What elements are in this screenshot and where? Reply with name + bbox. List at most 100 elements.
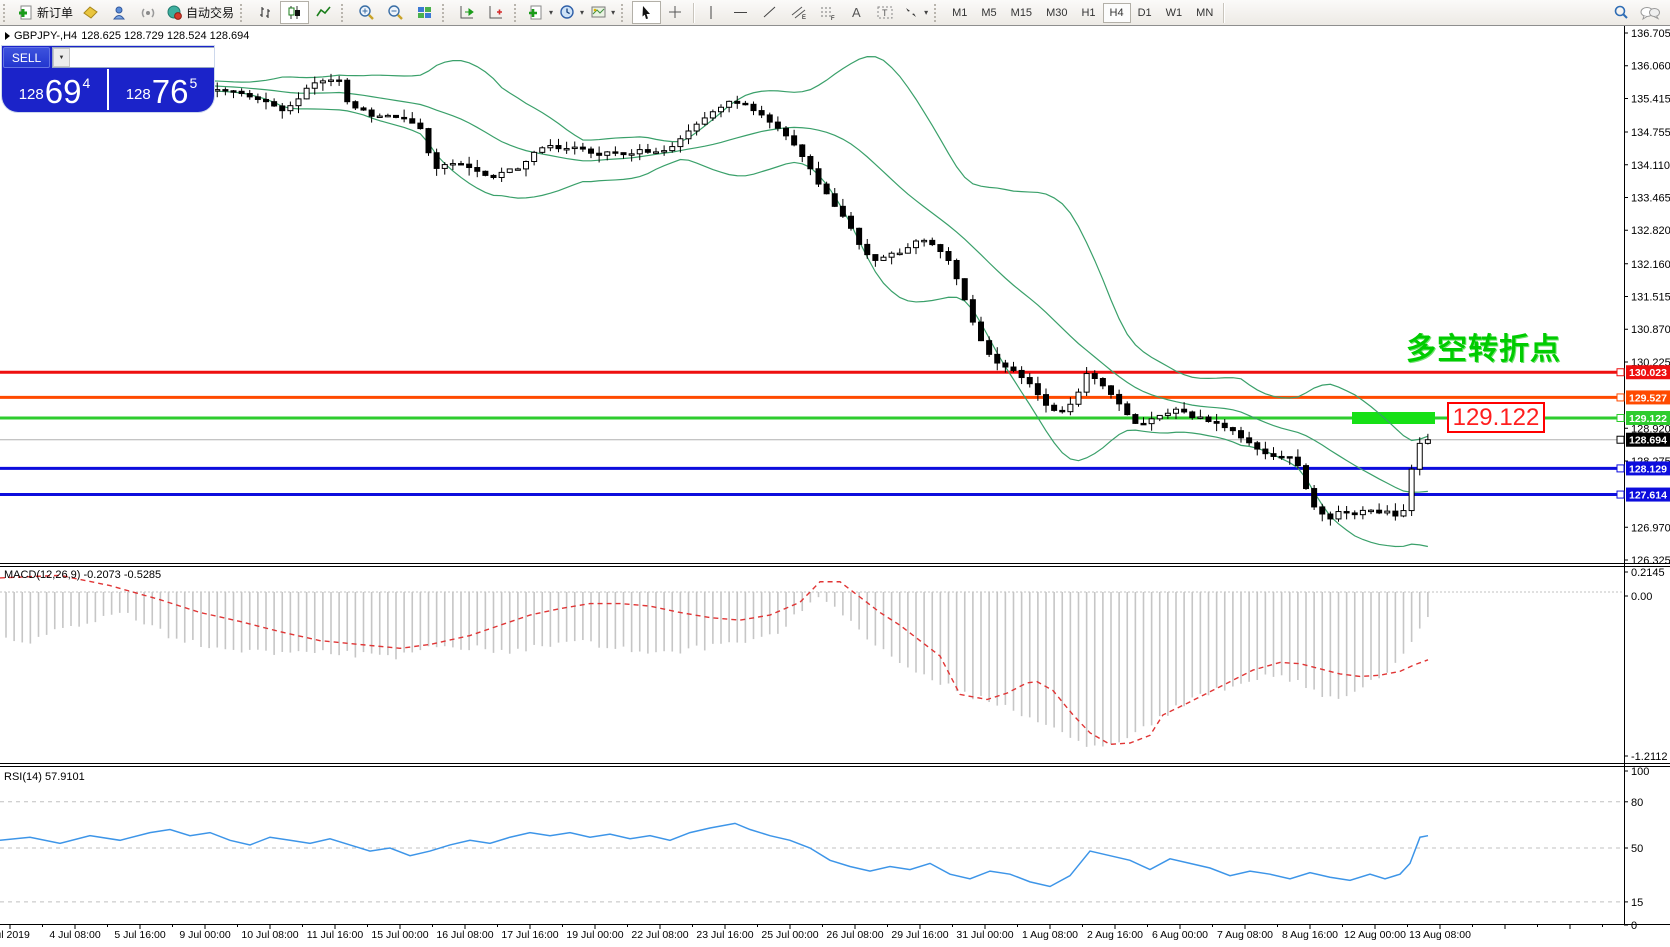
- sell-price[interactable]: 128 69 4: [2, 69, 109, 110]
- chart-shift-button[interactable]: [482, 1, 511, 24]
- price-tick-label: 133.465: [1631, 192, 1670, 204]
- templates-button[interactable]: ▾: [587, 1, 618, 24]
- sell-button[interactable]: SELL: [3, 47, 50, 68]
- toolbar-grip[interactable]: [621, 3, 628, 22]
- candle: [1181, 408, 1188, 413]
- time-tick-label: 5 Jul 16:00: [114, 929, 166, 941]
- autotrading-button[interactable]: 自动交易: [163, 1, 237, 24]
- timeframe-h4[interactable]: H4: [1102, 2, 1131, 23]
- timeframe-mn[interactable]: MN: [1196, 6, 1214, 19]
- candle: [1416, 442, 1423, 470]
- trendline-icon: [763, 6, 776, 18]
- auto-scroll-button[interactable]: [453, 1, 482, 24]
- indicators-button[interactable]: ▾: [525, 1, 556, 24]
- candle: [1108, 385, 1114, 395]
- charts-button[interactable]: [76, 1, 105, 24]
- candle: [1018, 369, 1025, 379]
- equidistant-channel-button[interactable]: E: [784, 1, 813, 24]
- candle: [994, 353, 1001, 364]
- candle: [1010, 366, 1017, 371]
- time-tick-label: 22 Jul 08:00: [631, 929, 688, 941]
- bar-chart-button[interactable]: [251, 1, 280, 24]
- toolbar-grip[interactable]: [3, 3, 10, 22]
- community-chat-button[interactable]: [1635, 1, 1664, 24]
- periods-button[interactable]: ▾: [556, 1, 587, 24]
- text-label-button[interactable]: T: [871, 1, 900, 24]
- candle: [888, 252, 895, 258]
- candle: [1189, 411, 1196, 419]
- candle: [1140, 422, 1147, 426]
- rsi-label: RSI(14) 57.9101: [4, 771, 85, 783]
- timeframe-d1[interactable]: D1: [1137, 6, 1152, 19]
- buy-price[interactable]: 128 76 5: [109, 69, 214, 110]
- bold-trendline-segment[interactable]: [1352, 411, 1435, 424]
- crosshair-button[interactable]: [661, 1, 690, 24]
- search-button[interactable]: [1606, 1, 1635, 24]
- candle: [1351, 512, 1358, 516]
- cursor-button[interactable]: [632, 1, 662, 24]
- toolbar-grip[interactable]: [442, 3, 449, 22]
- candle: [458, 163, 464, 166]
- toolbar-grip[interactable]: [514, 3, 521, 22]
- candle: [1221, 422, 1228, 429]
- time-axis[interactable]: [0, 924, 1624, 947]
- symbol-name: GBPJPY-,H4: [14, 30, 78, 42]
- timeframe-m1[interactable]: M1: [952, 6, 968, 19]
- signal-icon: [141, 8, 155, 18]
- candle: [1359, 509, 1366, 516]
- price-tick-label: 134.755: [1631, 127, 1670, 139]
- time-tick-label: 4 Jul 08:00: [49, 929, 101, 941]
- candle: [709, 111, 716, 119]
- line-handle[interactable]: [1616, 464, 1625, 473]
- price-axis[interactable]: [1624, 26, 1670, 924]
- arrows-button[interactable]: ▾: [900, 1, 931, 24]
- line-handle[interactable]: [1616, 435, 1625, 444]
- axis-price-tag: [1626, 487, 1670, 502]
- line-handle[interactable]: [1616, 490, 1625, 499]
- timeframe-m5[interactable]: M5: [981, 6, 997, 19]
- candle: [1246, 437, 1253, 444]
- volume-decrease-button[interactable]: ▼: [53, 48, 70, 67]
- turning-point-annotation[interactable]: 多空转折点: [1406, 333, 1561, 366]
- text-button[interactable]: A: [842, 1, 871, 24]
- candle: [287, 105, 294, 112]
- search-icon: [1614, 5, 1628, 19]
- timeframe-h1[interactable]: H1: [1081, 6, 1096, 19]
- timeframe-w1[interactable]: W1: [1165, 6, 1183, 19]
- toolbar-grip[interactable]: [341, 3, 348, 22]
- axis-price-tag: [1626, 461, 1670, 476]
- price-tick-label: 128.920: [1631, 423, 1670, 435]
- candle: [498, 171, 505, 178]
- horizontal-line-button[interactable]: [726, 1, 755, 24]
- toolbar-grip[interactable]: [240, 3, 247, 22]
- timeframe-m15[interactable]: M15: [1010, 6, 1033, 19]
- candle: [986, 340, 993, 355]
- horizontal-level-lines[interactable]: [0, 370, 1624, 497]
- time-tick-label: 11 Jul 16:00: [307, 929, 364, 941]
- zoom-in-button[interactable]: [352, 1, 381, 24]
- bar-chart-icon: [260, 7, 271, 18]
- candle: [1026, 377, 1033, 385]
- line-handle[interactable]: [1616, 393, 1625, 402]
- chart-canvas[interactable]: 136.705 136.060 135.415 134.755 134.110 133.4…: [0, 26, 1670, 947]
- template-icon: [591, 6, 606, 18]
- candlestick-chart-button[interactable]: [280, 1, 310, 24]
- new-order-button[interactable]: 新订单: [14, 1, 76, 24]
- candle: [799, 144, 806, 157]
- profile-button[interactable]: [105, 1, 134, 24]
- volume-input[interactable]: [70, 48, 214, 67]
- timeframe-m30[interactable]: M30: [1046, 6, 1068, 19]
- signal-button[interactable]: [134, 1, 163, 24]
- zoom-out-button[interactable]: [381, 1, 410, 24]
- price-callout-129122[interactable]: 129.122: [1447, 402, 1545, 433]
- crosshair-icon: [669, 6, 682, 18]
- toolbar-grip[interactable]: [934, 3, 941, 22]
- vertical-line-button[interactable]: [697, 1, 726, 24]
- fibonacci-button[interactable]: F: [813, 1, 842, 24]
- line-handle[interactable]: [1616, 368, 1625, 377]
- tile-windows-button[interactable]: [410, 1, 439, 24]
- trendline-button[interactable]: [755, 1, 784, 24]
- line-handle[interactable]: [1616, 413, 1625, 422]
- line-chart-button[interactable]: [309, 1, 338, 24]
- candle: [344, 79, 351, 103]
